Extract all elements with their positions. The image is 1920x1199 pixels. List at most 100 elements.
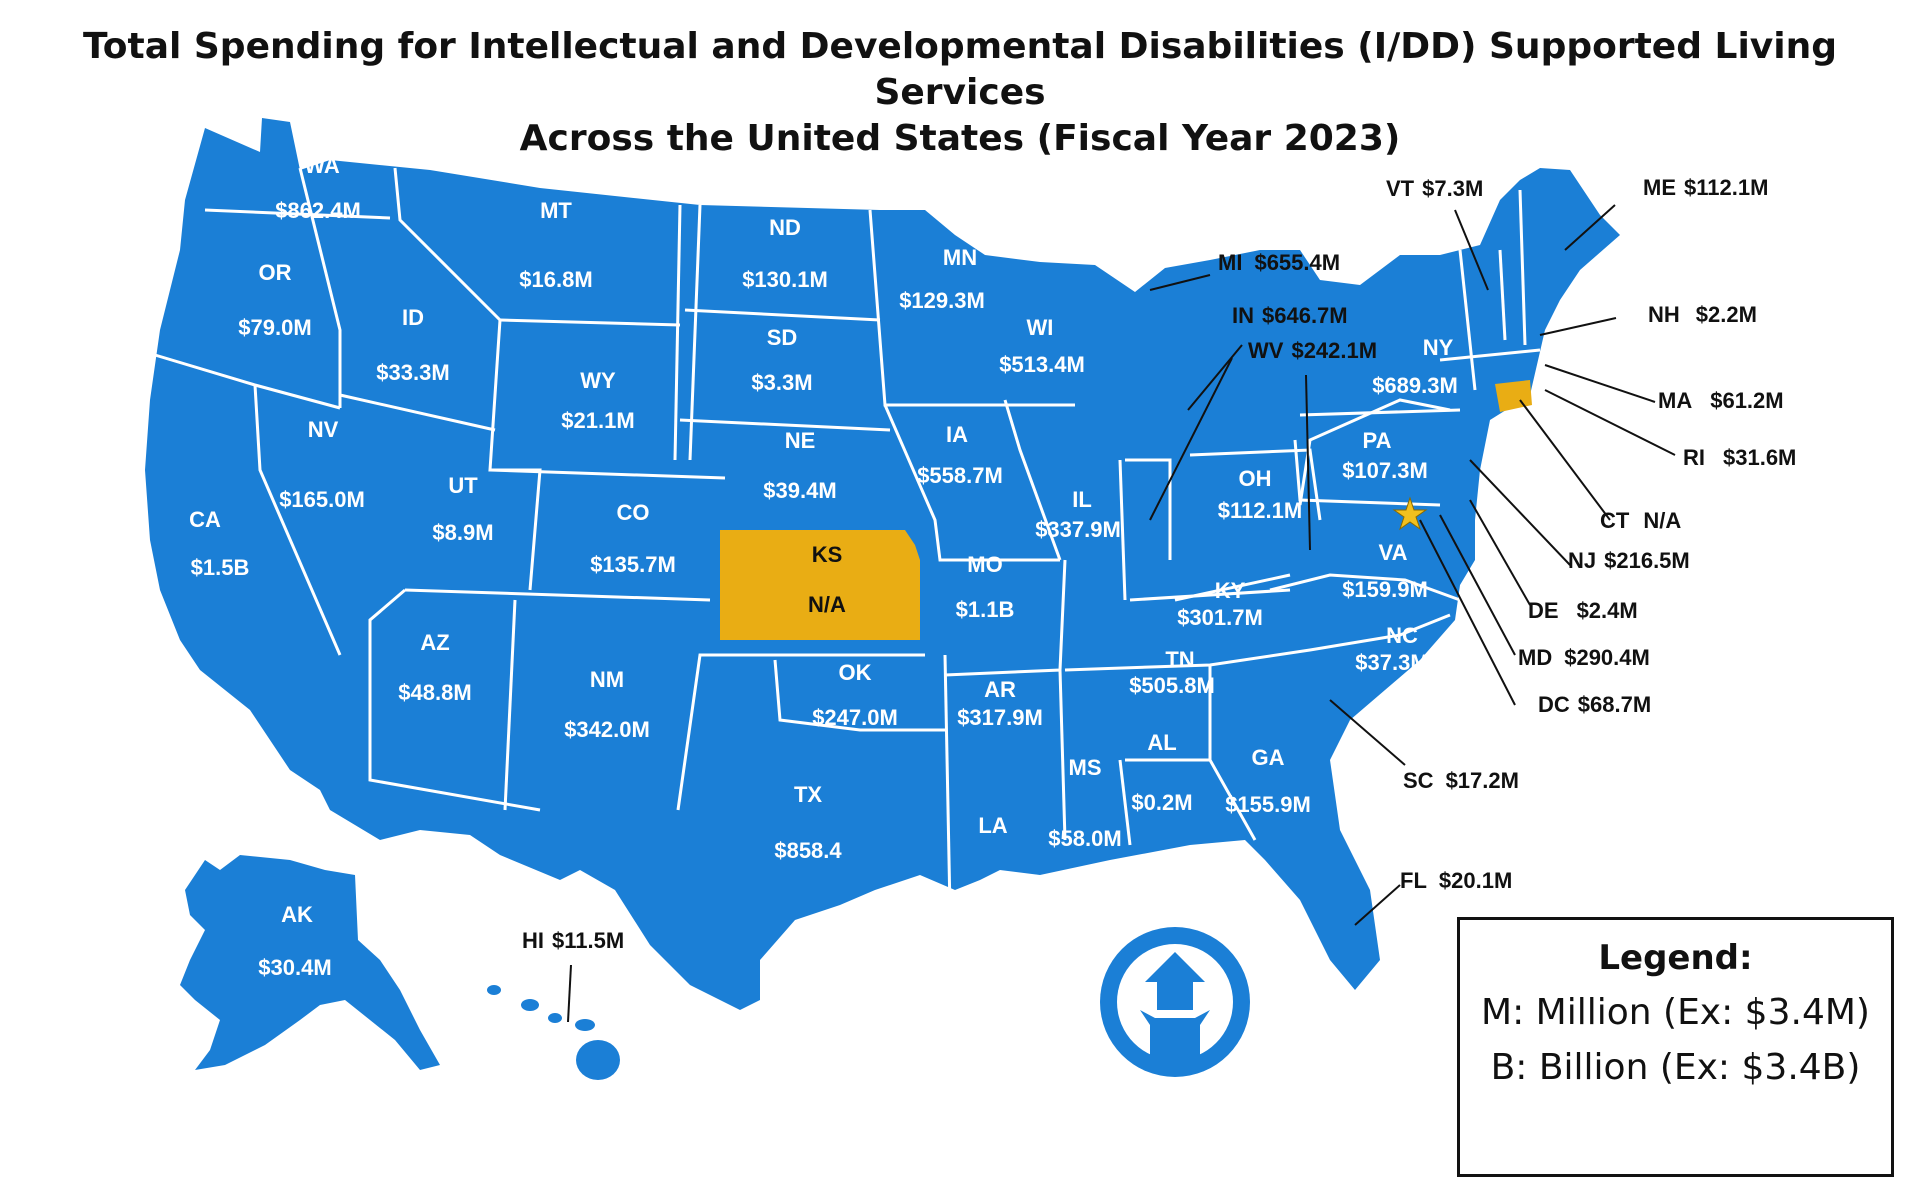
- state-value-MT: $16.8M: [519, 267, 592, 292]
- state-label-ND: ND: [769, 215, 801, 240]
- kansas-shape: [720, 530, 920, 640]
- alaska-shape: [180, 855, 440, 1070]
- state-label-UT: UT: [448, 473, 478, 498]
- state-value-NC: $37.3M: [1355, 650, 1428, 675]
- callout-MD: MD $290.4M: [1518, 645, 1650, 670]
- state-label-NM: NM: [590, 667, 624, 692]
- state-label-TX: TX: [794, 782, 822, 807]
- dc-star-icon: [1392, 496, 1428, 531]
- map-title: Total Spending for Intellectual and Deve…: [0, 24, 1920, 162]
- state-value-NY: $689.3M: [1372, 373, 1458, 398]
- callout-IN: IN $646.7M: [1232, 303, 1348, 328]
- state-value-OK: $247.0M: [812, 705, 898, 730]
- state-label-SD: SD: [767, 325, 798, 350]
- state-value-ID: $33.3M: [376, 360, 449, 385]
- state-value-GA: $155.9M: [1225, 792, 1311, 817]
- state-label-VA: VA: [1379, 540, 1408, 565]
- callout-labels: MI $655.4M IN $646.7M WV $242.1M VT $7.3M ME…: [522, 175, 1796, 953]
- state-label-NY: NY: [1423, 335, 1454, 360]
- state-label-CA: CA: [189, 507, 221, 532]
- legend-heading: Legend:: [1598, 938, 1753, 978]
- state-label-WI: WI: [1027, 315, 1054, 340]
- state-value-AK: $30.4M: [258, 955, 331, 980]
- state-value-NM: $342.0M: [564, 717, 650, 742]
- state-label-KS: KS: [812, 542, 843, 567]
- state-value-AR: $317.9M: [957, 705, 1043, 730]
- state-label-TN: TN: [1165, 647, 1194, 672]
- state-label-GA: GA: [1252, 745, 1285, 770]
- state-value-NV: $165.0M: [279, 487, 365, 512]
- callout-MI: MI $655.4M: [1218, 250, 1340, 275]
- state-label-AL: AL: [1147, 730, 1176, 755]
- state-label-MO: MO: [967, 552, 1002, 577]
- state-label-KY: KY: [1215, 578, 1246, 603]
- state-value-AL: $0.2M: [1131, 790, 1192, 815]
- state-value-ND: $130.1M: [742, 267, 828, 292]
- callout-ME: ME $112.1M: [1643, 175, 1768, 200]
- legend-item-billion: B: Billion (Ex: $3.4B): [1490, 1047, 1861, 1088]
- state-value-MS: $58.0M: [1048, 826, 1121, 851]
- state-label-MS: MS: [1069, 755, 1102, 780]
- state-label-WA: WA: [304, 153, 340, 178]
- callout-DC: DC $68.7M: [1538, 692, 1651, 717]
- title-line-1: Total Spending for Intellectual and Deve…: [82, 26, 1837, 113]
- state-value-MN: $129.3M: [899, 288, 985, 313]
- state-label-NC: NC: [1386, 623, 1418, 648]
- state-label-MN: MN: [943, 245, 977, 270]
- state-value-OH: $112.1M: [1218, 498, 1302, 523]
- leader-lines: [567, 204, 1676, 1023]
- state-labels: WA $862.4M OR $79.0M CA $1.5B NV $165.0M…: [189, 153, 1458, 980]
- state-label-IA: IA: [946, 422, 968, 447]
- callout-DE: DE $2.4M: [1528, 598, 1638, 623]
- state-label-AR: AR: [984, 677, 1016, 702]
- callout-NJ: NJ $216.5M: [1568, 548, 1690, 573]
- state-value-TN: $505.8M: [1129, 673, 1215, 698]
- state-label-WY: WY: [580, 368, 616, 393]
- state-value-OR: $79.0M: [238, 315, 311, 340]
- state-label-AK: AK: [281, 902, 313, 927]
- callout-CT: CT N/A: [1600, 508, 1681, 533]
- callout-RI: RI $31.6M: [1683, 445, 1796, 470]
- state-value-PA: $107.3M: [1342, 458, 1428, 483]
- state-value-MO: $1.1B: [956, 597, 1015, 622]
- callout-VT: VT $7.3M: [1386, 176, 1483, 201]
- state-label-PA: PA: [1363, 428, 1392, 453]
- state-value-IL: $337.9M: [1035, 517, 1121, 542]
- state-value-KS: N/A: [808, 592, 846, 617]
- state-boundaries: [154, 167, 1541, 911]
- state-label-OR: OR: [259, 260, 292, 285]
- legend-item-million: M: Million (Ex: $3.4M): [1481, 992, 1870, 1033]
- state-value-WI: $513.4M: [999, 352, 1085, 377]
- state-value-SD: $3.3M: [751, 370, 812, 395]
- callout-NH: NH $2.2M: [1648, 302, 1757, 327]
- state-value-CA: $1.5B: [191, 555, 250, 580]
- state-value-TX: $858.4: [774, 838, 842, 863]
- state-value-WY: $21.1M: [561, 408, 634, 433]
- state-label-MT: MT: [540, 198, 572, 223]
- state-value-KY: $301.7M: [1177, 605, 1263, 630]
- state-label-NE: NE: [785, 428, 816, 453]
- state-label-CO: CO: [617, 500, 650, 525]
- state-label-NV: NV: [308, 417, 339, 442]
- state-value-VA: $159.9M: [1342, 577, 1428, 602]
- state-label-IL: IL: [1072, 487, 1092, 512]
- callout-WV: WV $242.1M: [1248, 338, 1377, 363]
- state-label-OH: OH: [1239, 466, 1272, 491]
- state-value-CO: $135.7M: [590, 552, 676, 577]
- state-value-NE: $39.4M: [763, 478, 836, 503]
- state-label-ID: ID: [402, 305, 424, 330]
- state-value-IA: $558.7M: [917, 463, 1003, 488]
- hawaii-shape: [487, 985, 620, 1080]
- state-label-AZ: AZ: [420, 630, 449, 655]
- state-value-UT: $8.9M: [432, 520, 493, 545]
- callout-HI: HI $11.5M: [522, 928, 624, 953]
- state-value-AZ: $48.8M: [398, 680, 471, 705]
- state-label-OK: OK: [839, 660, 872, 685]
- callout-MA: MA $61.2M: [1658, 388, 1784, 413]
- legend-box: Legend: M: Million (Ex: $3.4M) B: Billio…: [1457, 917, 1894, 1177]
- callout-SC: SC $17.2M: [1403, 768, 1519, 793]
- title-line-2: Across the United States (Fiscal Year 20…: [519, 118, 1401, 159]
- state-value-LA: $211.8M: [993, 870, 1077, 895]
- hands-holding-house-icon: [1100, 927, 1250, 1077]
